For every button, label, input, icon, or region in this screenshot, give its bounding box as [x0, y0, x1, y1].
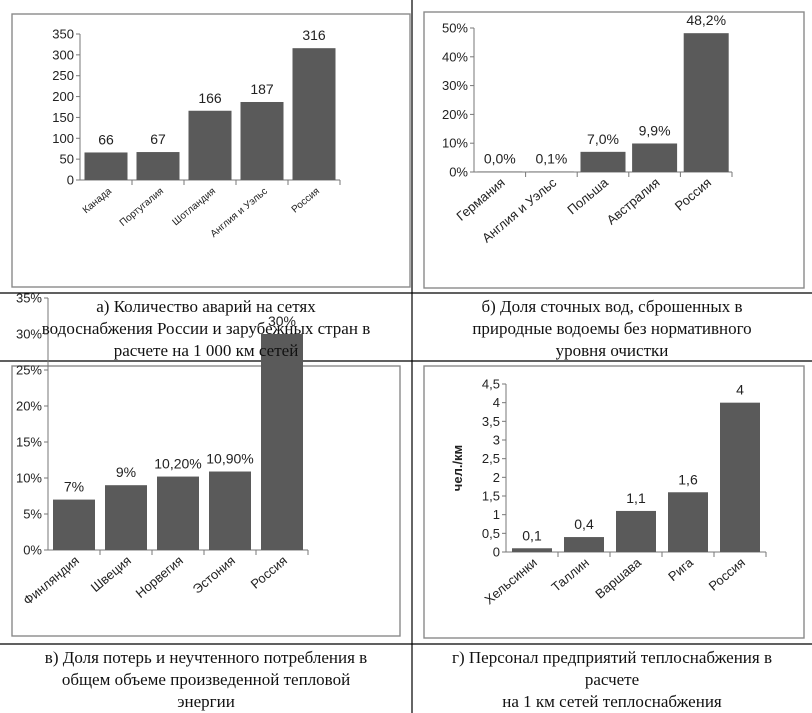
caption-line: в) Доля потерь и неучтенного потребления… [44, 648, 368, 667]
y-tick-label: 10% [442, 136, 468, 151]
data-label: 66 [98, 131, 114, 147]
y-tick-label: 50% [442, 21, 468, 36]
caption-g: г) Персонал предприятий теплоснабжения в… [412, 647, 812, 713]
bar [136, 152, 180, 180]
data-label: 1,6 [678, 471, 698, 487]
y-tick-label: 0 [67, 173, 74, 188]
data-label: 4 [736, 382, 744, 398]
bar [564, 537, 604, 552]
data-label: 30% [268, 313, 296, 329]
bar [632, 143, 678, 172]
y-tick-label: 30% [16, 327, 42, 342]
data-label: 0,1% [535, 151, 567, 167]
data-label: 10,90% [206, 451, 253, 467]
data-label: 316 [302, 27, 326, 43]
y-tick-label: 20% [442, 107, 468, 122]
bar [209, 471, 251, 550]
chart-frame [423, 11, 805, 289]
bar [292, 48, 336, 180]
y-tick-label: 0 [493, 545, 500, 560]
bar [580, 151, 626, 172]
y-tick-label: 25% [16, 363, 42, 378]
bar [84, 152, 128, 180]
chart-0: 05010015020025030035066Канада67Португали… [11, 13, 411, 288]
bar [720, 402, 760, 552]
y-tick-label: 30% [442, 78, 468, 93]
y-tick-label: 2 [493, 470, 500, 485]
y-tick-label: 200 [52, 89, 74, 104]
y-tick-label: 0% [23, 543, 42, 558]
y-tick-label: 15% [16, 435, 42, 450]
y-tick-label: 2,5 [482, 451, 500, 466]
data-label: 10,20% [154, 456, 201, 472]
bar [616, 510, 656, 552]
caption-line: на 1 км сетей теплоснабжения [502, 692, 722, 711]
y-tick-label: 1,5 [482, 489, 500, 504]
data-label: 0,4 [574, 516, 594, 532]
y-tick-label: 4,5 [482, 377, 500, 392]
data-label: 9% [116, 464, 136, 480]
data-label: 166 [198, 90, 222, 106]
caption-line: водоснабжения России и зарубежных стран … [41, 319, 371, 338]
y-tick-label: 0% [449, 165, 468, 180]
caption-v: в) Доля потерь и неучтенного потребления… [0, 647, 412, 713]
chart-1: 0%10%20%30%40%50%0,0%Германия0,1%Англия … [423, 11, 805, 289]
bar [261, 334, 303, 550]
caption-line: природные водоемы без нормативного [472, 319, 752, 338]
y-tick-label: 100 [52, 131, 74, 146]
caption-line: общем объеме произведенной тепловой [61, 670, 351, 689]
data-label: 9,9% [639, 122, 671, 138]
chart-3: 00,511,522,533,544,5чел./км0,1Хельсинки0… [423, 365, 805, 639]
y-tick-label: 5% [23, 507, 42, 522]
data-label: 48,2% [686, 12, 726, 28]
data-label: 1,1 [626, 490, 646, 506]
data-label: 0,1 [522, 527, 542, 543]
data-label: 0,0% [484, 151, 516, 167]
caption-line: расчете на 1 000 км сетей [113, 341, 299, 360]
y-tick-label: 4 [493, 395, 500, 410]
caption-a: а) Количество аварий на сетях водоснабже… [0, 296, 412, 362]
data-label: 187 [250, 81, 274, 97]
y-tick-label: 50 [60, 152, 74, 167]
y-tick-label: 0,5 [482, 526, 500, 541]
chart-2: 0%5%10%15%20%25%30%35%7%Финляндия9%Швеци… [11, 291, 401, 637]
bar [683, 33, 729, 173]
y-axis-label: чел./км [450, 445, 465, 491]
y-tick-label: 1 [493, 507, 500, 522]
y-tick-label: 40% [442, 49, 468, 64]
bar [512, 548, 552, 552]
y-tick-label: 150 [52, 110, 74, 125]
bar [157, 476, 199, 550]
y-tick-label: 10% [16, 471, 42, 486]
y-tick-label: 3 [493, 433, 500, 448]
caption-line: а) Количество аварий на сетях [96, 297, 316, 316]
bar [240, 101, 284, 180]
bar [528, 171, 574, 172]
caption-line: расчете [584, 670, 640, 689]
caption-line: б) Доля сточных вод, сброшенных в [481, 297, 743, 316]
bar [105, 485, 147, 550]
y-tick-label: 250 [52, 68, 74, 83]
bar [668, 492, 708, 552]
caption-line: энергии [177, 692, 235, 711]
caption-b: б) Доля сточных вод, сброшенных в природ… [412, 296, 812, 362]
data-label: 7,0% [587, 131, 619, 147]
bar [53, 499, 95, 550]
caption-line: уровня очистки [555, 341, 669, 360]
bar [477, 171, 523, 172]
y-tick-label: 350 [52, 27, 74, 42]
y-tick-label: 20% [16, 399, 42, 414]
caption-line: г) Персонал предприятий теплоснабжения в [452, 648, 772, 667]
data-label: 7% [64, 479, 84, 495]
bar [188, 110, 232, 180]
y-tick-label: 3,5 [482, 414, 500, 429]
data-label: 67 [150, 131, 166, 147]
y-tick-label: 300 [52, 47, 74, 62]
y-tick-label: 35% [16, 291, 42, 306]
